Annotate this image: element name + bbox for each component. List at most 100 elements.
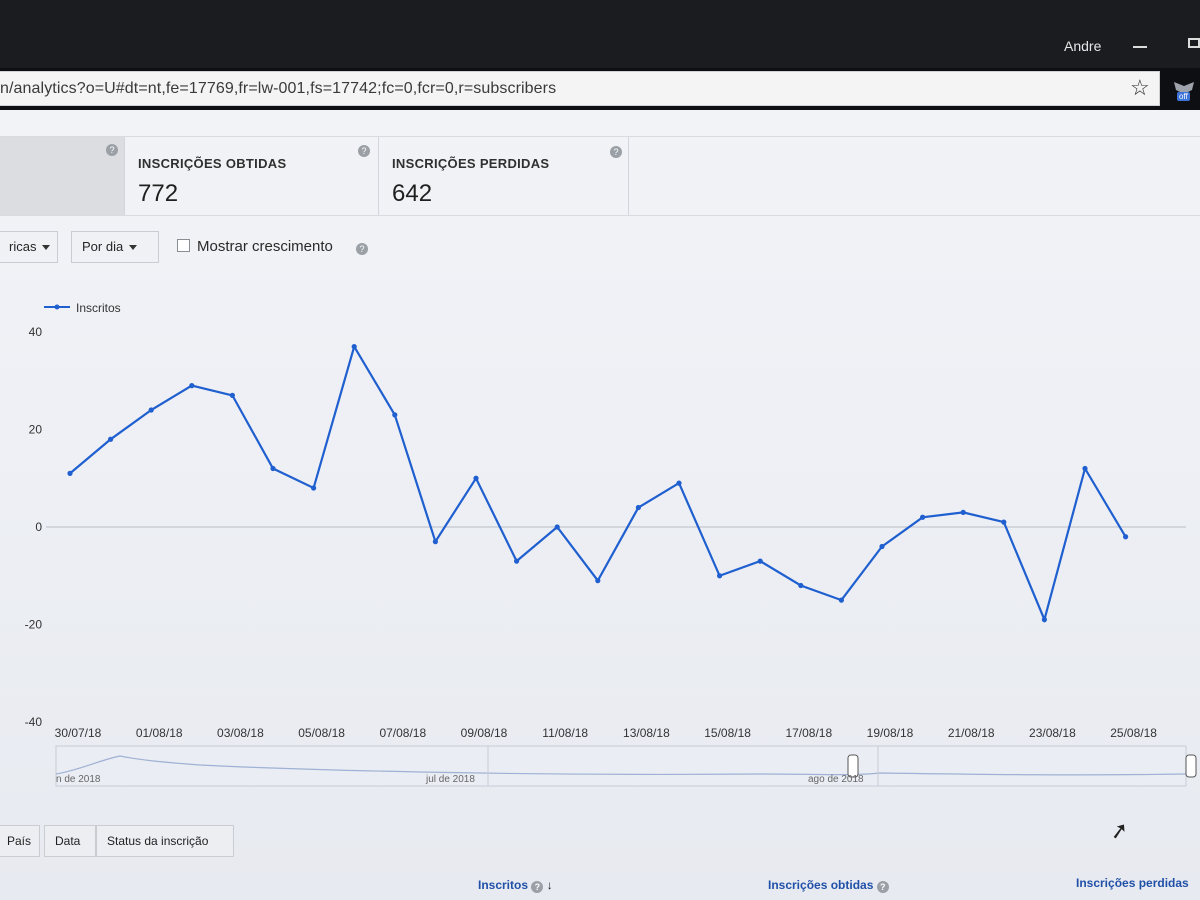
chevron-down-icon	[42, 245, 51, 251]
period-dropdown[interactable]: Por dia	[71, 231, 159, 263]
data-point[interactable]	[392, 412, 398, 418]
x-axis-ticks: 30/07/18 01/08/18 03/08/18 05/08/18 07/08/18…	[55, 726, 1158, 740]
y-tick-label: 40	[29, 325, 43, 339]
x-tick-label: 15/08/18	[704, 726, 751, 740]
data-point[interactable]	[270, 465, 276, 472]
navigator-label: n de 2018	[56, 774, 101, 785]
navigator-right-handle[interactable]	[1185, 754, 1197, 778]
legend-label[interactable]: Inscritos	[76, 301, 121, 315]
data-point[interactable]	[635, 504, 642, 511]
help-icon[interactable]: ?	[531, 881, 544, 893]
metric-value: 772	[138, 180, 179, 207]
metric-card-subscriptions-gained[interactable]: INSCRIÇÕES OBTIDAS 772 ?	[124, 137, 379, 215]
extension-badge: off	[1177, 92, 1190, 101]
y-tick-label: -20	[25, 618, 43, 632]
data-point[interactable]	[1001, 519, 1007, 525]
data-point[interactable]	[189, 383, 195, 389]
legend-swatch-dot	[54, 304, 60, 310]
data-point[interactable]	[67, 470, 73, 476]
x-tick-label: 13/08/18	[623, 726, 670, 740]
x-tick-label: 07/08/18	[379, 726, 426, 740]
tab-country[interactable]: País	[0, 825, 40, 857]
help-icon[interactable]: ?	[876, 881, 889, 893]
help-icon[interactable]: ?	[106, 144, 118, 156]
help-icon[interactable]: ?	[356, 243, 368, 255]
y-tick-label: 0	[35, 520, 42, 534]
x-tick-label: 23/08/18	[1029, 726, 1076, 740]
maximize-icon[interactable]	[1188, 38, 1200, 48]
metric-dropdown[interactable]: ricas	[0, 231, 58, 263]
navigator-box[interactable]	[55, 745, 1187, 787]
navigator-label: jul de 2018	[425, 774, 475, 785]
window-titlebar: Andre	[0, 0, 1200, 68]
tab-subscription-status[interactable]: Status da inscrição	[96, 825, 234, 857]
navigator-left-handle[interactable]	[847, 754, 859, 778]
growth-checkbox-label[interactable]: Mostrar crescimento	[197, 238, 333, 255]
x-tick-label: 09/08/18	[461, 726, 508, 740]
data-point[interactable]	[554, 524, 560, 530]
address-bar[interactable]: n/analytics?o=U#dt=nt,fe=17769,fr=lw-001…	[0, 71, 1160, 106]
data-point[interactable]	[1041, 617, 1047, 623]
url-text[interactable]: n/analytics?o=U#dt=nt,fe=17769,fr=lw-001…	[0, 80, 557, 97]
data-point[interactable]	[1082, 465, 1088, 472]
data-point[interactable]	[879, 543, 885, 550]
metric-label: INSCRIÇÕES OBTIDAS	[138, 156, 287, 171]
data-point[interactable]	[717, 573, 723, 579]
x-tick-label: 05/08/18	[298, 726, 345, 740]
mouse-cursor-icon: ➚	[1107, 816, 1131, 845]
x-tick-label: 25/08/18	[1110, 726, 1157, 740]
data-point[interactable]	[229, 392, 235, 398]
navigator-label: ago de 2018	[808, 774, 864, 785]
analytics-page: ? INSCRIÇÕES OBTIDAS 772 ? INSCRIÇÕES PE…	[0, 110, 1200, 900]
column-header-subscriptions-gained[interactable]: Inscrições obtidas ?	[768, 878, 889, 893]
x-tick-label: 17/08/18	[785, 726, 832, 740]
subscribers-line-chart: 40 20 0 -20 -40 30/07/18 01/08/18 03/08/18 05/0…	[25, 301, 1197, 787]
data-point[interactable]	[108, 436, 114, 442]
column-header-label: Inscrições obtidas	[768, 878, 874, 892]
y-axis-ticks: 40 20 0 -20 -40	[25, 325, 43, 729]
y-tick-label: -40	[25, 715, 43, 729]
data-point[interactable]	[351, 344, 357, 350]
data-point[interactable]	[798, 582, 804, 589]
extension-icon[interactable]: off	[1172, 80, 1196, 104]
data-point[interactable]	[757, 558, 763, 564]
chevron-down-icon	[129, 245, 138, 251]
help-icon[interactable]: ?	[610, 146, 622, 158]
data-point[interactable]	[920, 514, 926, 520]
metric-dropdown-label: ricas	[9, 239, 37, 254]
data-point[interactable]	[311, 485, 317, 491]
x-tick-label: 03/08/18	[217, 726, 264, 740]
growth-checkbox[interactable]	[177, 239, 190, 252]
period-dropdown-label: Por dia	[82, 239, 124, 254]
tab-date[interactable]: Data	[44, 825, 96, 857]
data-point[interactable]	[960, 509, 966, 515]
column-header-subscribers[interactable]: Inscritos ? ↓	[478, 878, 553, 893]
range-navigator: n de 2018 jul de 2018 ago de 2018	[55, 745, 1197, 787]
metric-card-subscriptions-lost[interactable]: INSCRIÇÕES PERDIDAS 642 ?	[378, 137, 629, 215]
x-tick-label: 11/08/18	[542, 726, 588, 740]
y-tick-label: 20	[29, 423, 43, 437]
data-point[interactable]	[432, 539, 438, 545]
chart-legend: Inscritos	[44, 301, 121, 315]
data-point[interactable]	[473, 475, 479, 481]
minimize-icon[interactable]	[1133, 46, 1147, 48]
x-tick-label: 30/07/18	[55, 726, 102, 740]
column-header-subscriptions-lost[interactable]: Inscrições perdidas	[1076, 876, 1189, 890]
data-point[interactable]	[595, 578, 601, 584]
x-tick-label: 21/08/18	[948, 726, 995, 740]
divider	[0, 215, 1200, 216]
data-point[interactable]	[676, 480, 682, 486]
data-point[interactable]	[514, 558, 520, 564]
data-point[interactable]	[838, 597, 845, 603]
data-point[interactable]	[148, 407, 154, 413]
user-name[interactable]: Andre	[1064, 38, 1102, 54]
x-tick-label: 01/08/18	[136, 726, 183, 740]
metric-value: 642	[392, 180, 433, 207]
extension-shield-icon	[1174, 82, 1194, 94]
data-point[interactable]	[1123, 534, 1129, 540]
metric-card-selected[interactable]: ?	[0, 137, 125, 215]
sort-arrow-icon: ↓	[546, 878, 553, 892]
help-icon[interactable]: ?	[358, 145, 370, 157]
column-header-label: Inscrições perdidas	[1076, 876, 1189, 890]
bookmark-star-icon[interactable]: ☆	[1130, 75, 1150, 100]
